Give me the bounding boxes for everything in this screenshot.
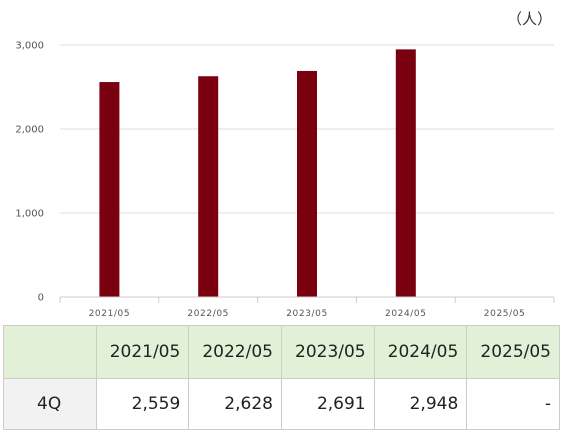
table-header-cell: 2024/05: [373, 325, 468, 379]
x-tick-label: 2021/05: [89, 309, 131, 319]
y-tick-label: 0: [38, 293, 44, 304]
bar: [395, 49, 416, 298]
y-tick-label: 1,000: [15, 209, 44, 220]
y-tick-label: 3,000: [15, 41, 44, 52]
data-table: 2021/05 2022/05 2023/05 2024/05 2025/05 …: [3, 325, 560, 430]
table-corner-cell: [3, 325, 97, 379]
table-row-label: 4Q: [3, 378, 97, 430]
table-cell: 2,559: [95, 378, 190, 430]
table-cell: -: [466, 378, 560, 430]
table-cell: 2,948: [373, 378, 468, 430]
table-header-cell: 2021/05: [95, 325, 190, 379]
table-header-cell: 2025/05: [466, 325, 560, 379]
x-tick-label: 2025/05: [484, 309, 526, 319]
table-cell: 2,628: [188, 378, 282, 430]
x-tick-label: 2024/05: [385, 309, 427, 319]
bar: [198, 76, 219, 297]
unit-label: （人）: [507, 10, 552, 28]
table-row: 4Q 2,559 2,628 2,691 2,948 -: [3, 378, 560, 430]
table-header-row: 2021/05 2022/05 2023/05 2024/05 2025/05: [3, 325, 560, 379]
bar: [99, 82, 120, 297]
bar: [297, 70, 317, 298]
y-tick-label: 2,000: [15, 125, 44, 136]
table-header-cell: 2022/05: [188, 325, 282, 379]
x-tick-label: 2022/05: [187, 309, 229, 319]
table-header-cell: 2023/05: [280, 325, 375, 379]
table-cell: 2,691: [280, 378, 375, 430]
x-tick-label: 2023/05: [286, 309, 328, 319]
bar-chart: （人） 0 1,000 2,000 3,000 2021/05 2022/05 2023/0…: [15, 10, 555, 319]
